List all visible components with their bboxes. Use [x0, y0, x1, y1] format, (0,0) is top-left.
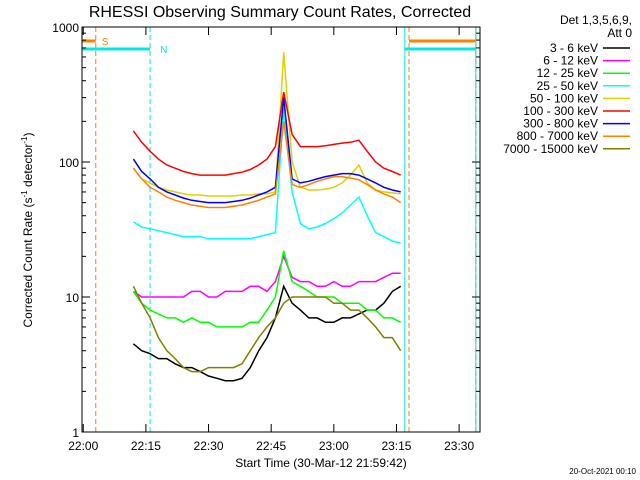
x-tick-label: 23:00 [319, 439, 349, 453]
y-tick-label: 100 [59, 156, 79, 170]
chart-title: RHESSI Observing Summary Count Rates, Co… [89, 4, 471, 21]
legend-label: 800 - 7000 keV [517, 129, 598, 143]
flag-label: S [102, 37, 109, 48]
x-tick-label: 22:30 [194, 439, 224, 453]
legend-label: 25 - 50 keV [537, 79, 598, 93]
legend-label: 3 - 6 keV [550, 41, 598, 55]
plot-frame [81, 26, 481, 433]
footer: 20-Oct-2021 00:10 [569, 467, 636, 476]
series-line [132, 284, 402, 382]
series-line [132, 254, 401, 298]
series-line [132, 52, 401, 197]
x-tick-label: 23:30 [444, 439, 474, 453]
series-line [133, 108, 401, 245]
legend-label: 12 - 25 keV [537, 66, 598, 80]
y-label-part: Corrected Count Rate (s [21, 197, 35, 327]
series-line [132, 250, 402, 328]
legend-label: 100 - 300 keV [523, 104, 598, 118]
y-tick-label: 1000 [52, 21, 79, 35]
flag-label: N [160, 45, 167, 56]
legend-label: 300 - 800 keV [523, 117, 598, 131]
legend-label: 7000 - 15000 keV [503, 142, 598, 156]
y-tick-label: 10 [66, 291, 80, 305]
x-tick-label: 22:00 [68, 439, 98, 453]
x-tick-label: 22:45 [256, 439, 286, 453]
x-axis-label: Start Time (30-Mar-12 21:59:42) [235, 456, 406, 470]
legend-label: 50 - 100 keV [530, 91, 598, 105]
series-line [132, 91, 401, 176]
x-tick-label: 22:15 [131, 439, 161, 453]
y-label-part: -1 [20, 190, 29, 198]
y-axis-label: Corrected Count Rate (s-1 detector-1) [20, 132, 35, 327]
y-label-part: -1 [20, 136, 29, 144]
legend-label: 6 - 12 keV [543, 54, 598, 68]
series-line [132, 97, 401, 204]
x-tick-label: 23:15 [381, 439, 411, 453]
y-label-part: detector [21, 144, 35, 191]
y-tick-label: 1 [72, 426, 79, 440]
series-line [132, 121, 402, 209]
series-line [132, 285, 402, 373]
y-label-part: ) [21, 132, 35, 136]
legend-header: Att 0 [607, 26, 632, 40]
legend-header: Det 1,3,5,6,9, [560, 13, 632, 27]
